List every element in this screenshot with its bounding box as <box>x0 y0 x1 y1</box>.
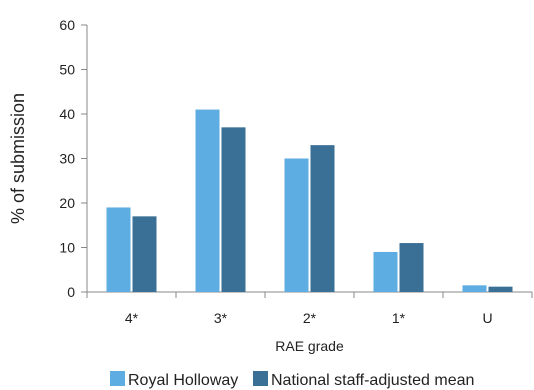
y-tick-label: 20 <box>59 195 75 211</box>
bar-royal-holloway <box>195 109 220 292</box>
legend: Royal Holloway National staff-adjusted m… <box>110 371 474 389</box>
legend-label-royal-holloway: Royal Holloway <box>128 372 238 389</box>
legend-label-national-mean: National staff-adjusted mean <box>271 372 474 389</box>
bar-national-mean <box>132 216 157 292</box>
bar-national-mean <box>221 127 246 292</box>
bar-national-mean <box>488 286 513 292</box>
x-tick-label: U <box>482 310 492 326</box>
bar-royal-holloway <box>106 207 131 292</box>
bar-royal-holloway <box>373 251 398 292</box>
y-axis-title: % of submission <box>8 93 28 224</box>
y-tick-label: 10 <box>59 240 75 256</box>
x-tick-label: 4* <box>125 310 139 326</box>
x-tick-label: 1* <box>392 310 406 326</box>
x-axis-title: RAE grade <box>275 338 344 354</box>
y-tick-label: 30 <box>59 151 75 167</box>
x-ticks: 4* 3* 2* 1* U <box>86 292 533 326</box>
x-tick-label: 2* <box>303 310 317 326</box>
bars <box>106 109 513 292</box>
x-tick-label: 3* <box>214 310 228 326</box>
bar-royal-holloway <box>462 285 487 292</box>
bar-national-mean <box>310 145 335 292</box>
bar-royal-holloway <box>284 158 309 292</box>
legend-swatch-royal-holloway <box>110 371 125 386</box>
y-tick-label: 60 <box>59 17 75 33</box>
y-ticks: 0 10 20 30 40 50 60 <box>59 17 87 300</box>
y-tick-label: 40 <box>59 106 75 122</box>
bar-national-mean <box>399 243 424 292</box>
legend-swatch-national-mean <box>253 371 268 386</box>
y-tick-label: 0 <box>67 284 75 300</box>
y-tick-label: 50 <box>59 62 75 78</box>
